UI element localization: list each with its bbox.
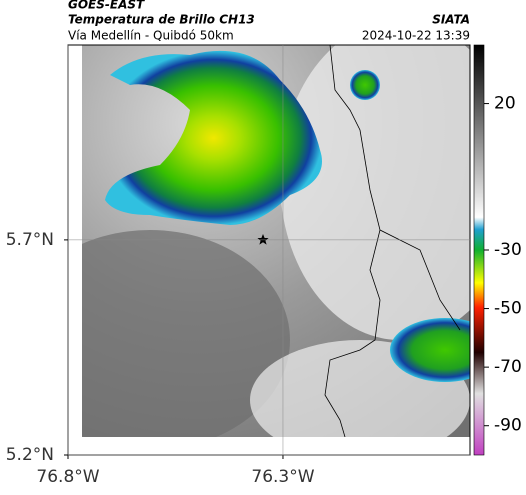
agency: SIATA [432,13,470,27]
y-tick-label: 5.2°N [6,445,54,465]
colorbar-tick-label: -30 [494,240,522,260]
colorbar-tick-label: -50 [494,299,522,319]
satellite-image [82,45,470,437]
y-tick-label: 5.7°N [6,230,54,250]
colorbar-tick-label: -90 [494,416,522,436]
region: Vía Medellín - Quibdó 50km [68,29,234,43]
colorbar [473,44,485,456]
subtitle: Temperatura de Brillo CH13 [68,13,255,27]
colorbar-tick-label: 20 [494,94,516,114]
colorbar-tick-label: -70 [494,357,522,377]
x-tick-label: 76.8°W [36,467,99,487]
title: GOES-EAST [68,0,145,12]
x-tick-label: 76.3°W [251,467,314,487]
timestamp: 2024-10-22 13:39 [362,29,470,43]
